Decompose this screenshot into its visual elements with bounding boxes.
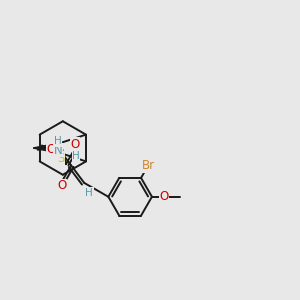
Text: H: H [85, 188, 93, 198]
Text: H: H [54, 136, 62, 146]
Text: H: H [72, 151, 80, 160]
Text: N: N [54, 143, 62, 157]
Text: S: S [57, 152, 64, 165]
Text: O: O [46, 143, 56, 156]
Text: O: O [70, 138, 80, 151]
Text: Br: Br [141, 159, 154, 172]
Text: O: O [159, 190, 169, 203]
Text: O: O [58, 179, 67, 192]
